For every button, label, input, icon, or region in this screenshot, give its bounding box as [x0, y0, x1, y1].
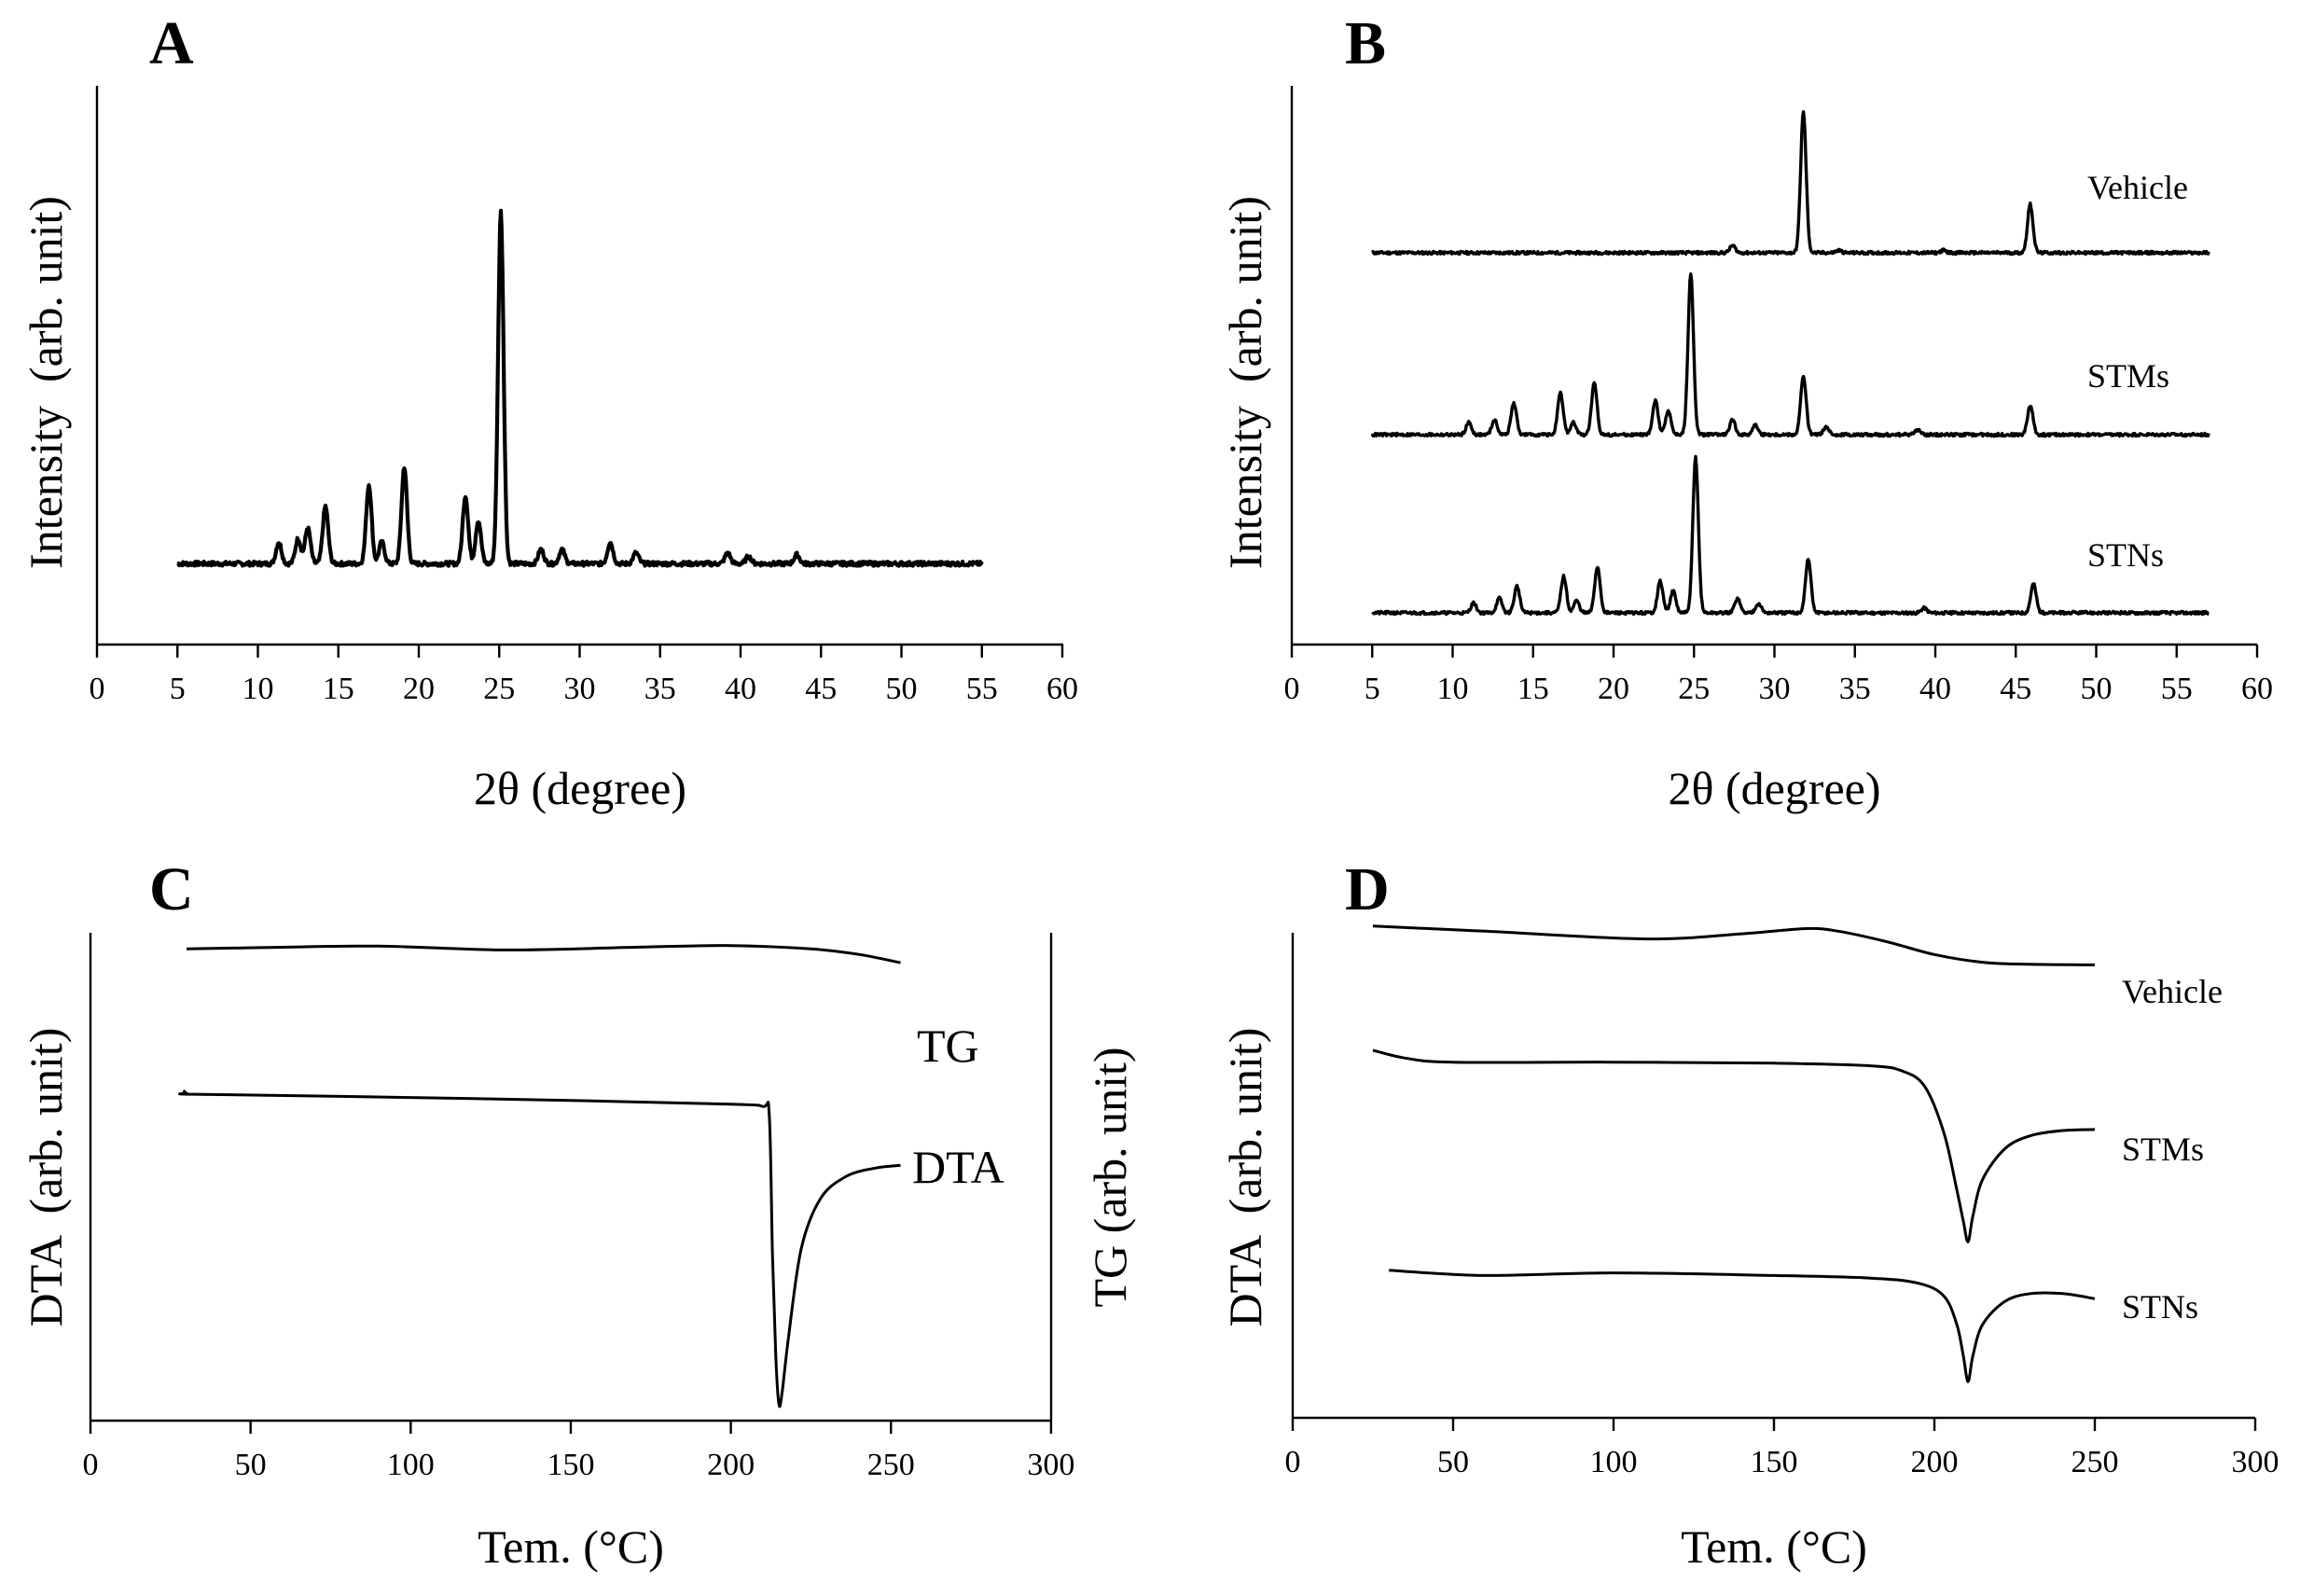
x-tick-label: 50 [235, 1448, 267, 1482]
series-label: STNs [2122, 1288, 2198, 1325]
panel-letter: A [149, 9, 194, 77]
x-tick-label: 0 [1284, 672, 1300, 706]
x-tick-label: 20 [403, 672, 435, 706]
x-tick-label: 0 [83, 1448, 99, 1482]
x-tick-label: 250 [2071, 1445, 2119, 1479]
x-axis-label: 2θ (degree) [474, 762, 686, 814]
trace-stms [1372, 1048, 2096, 1243]
x-tick-label: 0 [90, 672, 105, 706]
series-label: DTA [912, 1141, 1005, 1193]
panel-a: A 0 5 10 15 20 25 30 35 40 45 50 55 60 2θ (degree) Inte… [20, 9, 1078, 814]
x-tick-label: 5 [170, 672, 186, 706]
x-tick-label: 60 [2241, 672, 2273, 706]
trace-vehicle [1372, 924, 2096, 966]
x-tick-label: 0 [1285, 1445, 1301, 1479]
y-axis-label: DTA (arb. unit) [1219, 1028, 1271, 1327]
x-tick-label: 40 [725, 672, 756, 706]
x-tick-label: 30 [1759, 672, 1791, 706]
x-tick-label: 15 [1517, 672, 1549, 706]
xrd-trace [176, 208, 984, 568]
x-tick-label: 60 [1046, 672, 1078, 706]
x-tick-label: 150 [547, 1448, 594, 1482]
x-tick-label: 300 [2232, 1445, 2279, 1479]
x-tick-label: 25 [1678, 672, 1710, 706]
panel-letter: D [1345, 855, 1390, 923]
y-axis-label: DTA (arb. unit) [20, 1028, 72, 1327]
x-tick-label: 20 [1598, 672, 1629, 706]
x-tick-label: 35 [644, 672, 676, 706]
xrd-trace-vehicle [1371, 110, 2210, 257]
x-axis-label: 2θ (degree) [1669, 762, 1881, 814]
x-tick-label: 10 [242, 672, 274, 706]
trace-tg [186, 944, 901, 965]
series-label: Vehicle [2087, 169, 2188, 206]
panel-c: C 0 50 100 150 200 250 300 Tem. (°C) DTA (arb. un… [20, 855, 1136, 1573]
x-tick-label: 150 [1751, 1445, 1798, 1479]
x-tick-label: 55 [2161, 672, 2193, 706]
y2-axis-label: TG (arb. unit) [1084, 1047, 1136, 1307]
y-axis-label: Intensity (arb. unit) [1219, 196, 1271, 569]
x-tick-label: 50 [2081, 672, 2113, 706]
x-tick-label: 45 [2000, 672, 2031, 706]
x-tick-label: 5 [1365, 672, 1380, 706]
series-label: STNs [2087, 536, 2164, 574]
x-tick-label: 50 [1437, 1445, 1469, 1479]
x-tick-label: 25 [483, 672, 515, 706]
x-tick-label: 15 [323, 672, 354, 706]
x-tick-label: 35 [1839, 672, 1871, 706]
xrd-trace-stns [1371, 454, 2210, 617]
panel-d: D 0 50 100 150 200 250 300 Tem. (°C) DTA (arb. un… [1219, 855, 2279, 1573]
series-label: STMs [2087, 357, 2169, 395]
panel-letter: B [1345, 9, 1386, 77]
y-axis-label: Intensity (arb. unit) [20, 196, 72, 569]
series-label: TG [917, 1020, 979, 1072]
x-tick-label: 30 [564, 672, 596, 706]
x-tick-label: 200 [1911, 1445, 1959, 1479]
x-tick-label: 200 [707, 1448, 755, 1482]
trace-stns [1389, 1269, 2096, 1383]
panel-b: B 0 5 10 15 20 25 30 35 40 45 50 55 60 2θ (degree) Inte… [1219, 9, 2273, 814]
trace-dta [178, 1089, 901, 1409]
x-tick-label: 100 [1590, 1445, 1638, 1479]
x-axis-label: Tem. (°C) [1681, 1520, 1867, 1573]
xrd-trace-stms [1370, 272, 2210, 438]
panel-letter: C [149, 855, 194, 923]
x-tick-label: 40 [1919, 672, 1951, 706]
x-tick-label: 300 [1027, 1448, 1074, 1482]
x-axis-label: Tem. (°C) [478, 1520, 664, 1573]
x-tick-label: 100 [387, 1448, 435, 1482]
x-tick-label: 10 [1437, 672, 1469, 706]
x-tick-label: 50 [886, 672, 918, 706]
x-tick-label: 250 [867, 1448, 915, 1482]
x-tick-label: 55 [966, 672, 998, 706]
series-label: Vehicle [2122, 973, 2223, 1010]
x-tick-label: 45 [805, 672, 837, 706]
series-label: STMs [2122, 1131, 2204, 1168]
